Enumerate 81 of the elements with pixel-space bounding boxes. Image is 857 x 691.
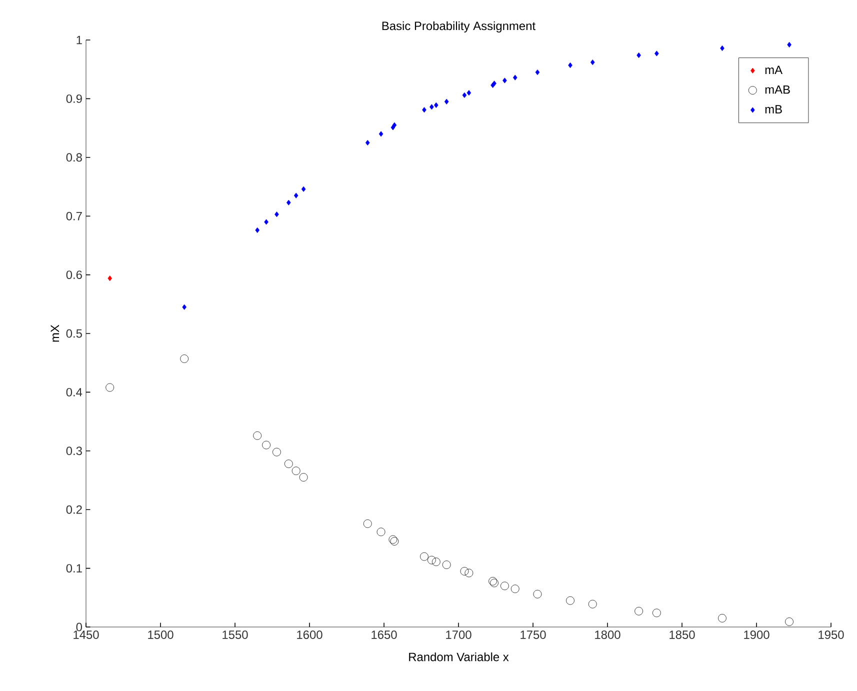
point [388, 535, 398, 544]
x-tick-label: 1650 [372, 630, 397, 639]
point [535, 69, 540, 76]
point [442, 560, 451, 569]
point [376, 528, 386, 536]
legend-label: mB [765, 105, 782, 114]
point [378, 131, 384, 137]
x-axis-title: Random Variable x [409, 652, 509, 662]
point [262, 440, 270, 450]
point [652, 608, 661, 618]
point [292, 466, 300, 476]
point [272, 448, 281, 456]
x-tick-label: 1800 [595, 630, 620, 639]
x-tick-label: 1450 [74, 630, 99, 639]
x-tick-label: 1750 [520, 630, 546, 639]
x-tick-label: 1700 [446, 630, 472, 639]
point [108, 276, 112, 282]
point [654, 50, 659, 56]
legend-label: mA [765, 66, 783, 74]
x-tick-label: 1900 [744, 630, 770, 639]
point [490, 578, 498, 588]
chart-title: Basic Probability Assignment [382, 21, 536, 32]
point [588, 600, 597, 608]
y-tick-label: 0.3 [66, 446, 82, 456]
y-axis-title: mX [50, 324, 60, 342]
point [462, 92, 467, 98]
x-tick-label: 1600 [297, 630, 322, 639]
point [363, 520, 372, 528]
point [488, 577, 497, 586]
x-tick-label: 1950 [818, 630, 844, 639]
point [255, 227, 260, 233]
point [566, 596, 574, 605]
point [432, 558, 440, 566]
point [420, 552, 428, 561]
y-tick-label: 0.6 [66, 270, 82, 280]
y-tick-label: 0.7 [66, 212, 82, 220]
y-tick-label: 0.8 [66, 153, 82, 162]
point [294, 192, 298, 198]
y-tick-label: 0 [76, 622, 82, 632]
point [284, 460, 293, 468]
point [510, 584, 520, 594]
y-tick-label: 0.4 [66, 388, 82, 396]
point [392, 122, 397, 128]
y-tick-label: 0.5 [66, 329, 82, 338]
point [264, 219, 268, 225]
point [444, 98, 449, 104]
point [428, 556, 436, 564]
x-tick-label: 1550 [222, 630, 248, 639]
point [512, 74, 518, 80]
point [390, 537, 399, 546]
point [466, 90, 472, 96]
point [500, 582, 509, 590]
y-tick-label: 0.2 [66, 505, 82, 514]
point [590, 60, 595, 66]
point [299, 473, 308, 482]
point [430, 104, 434, 110]
point [502, 78, 507, 84]
point [718, 614, 726, 622]
point [301, 186, 306, 192]
point [286, 200, 291, 206]
point [460, 567, 469, 576]
point [180, 354, 189, 363]
point [422, 107, 426, 113]
x-tick-label: 1500 [148, 630, 174, 639]
legend-label: mAB [765, 85, 790, 94]
point [785, 618, 794, 626]
point [253, 431, 262, 440]
point [533, 590, 542, 598]
point [365, 140, 370, 146]
point [106, 383, 114, 392]
x-tick-label: 1850 [670, 630, 695, 639]
point [464, 568, 474, 578]
point [720, 45, 724, 51]
y-tick-label: 1 [76, 36, 82, 44]
y-tick-label: 0.1 [66, 564, 82, 573]
point [634, 606, 643, 616]
point [274, 212, 279, 218]
point [182, 304, 186, 310]
y-tick-label: 0.9 [66, 94, 82, 103]
point [434, 102, 438, 108]
point [787, 42, 792, 48]
